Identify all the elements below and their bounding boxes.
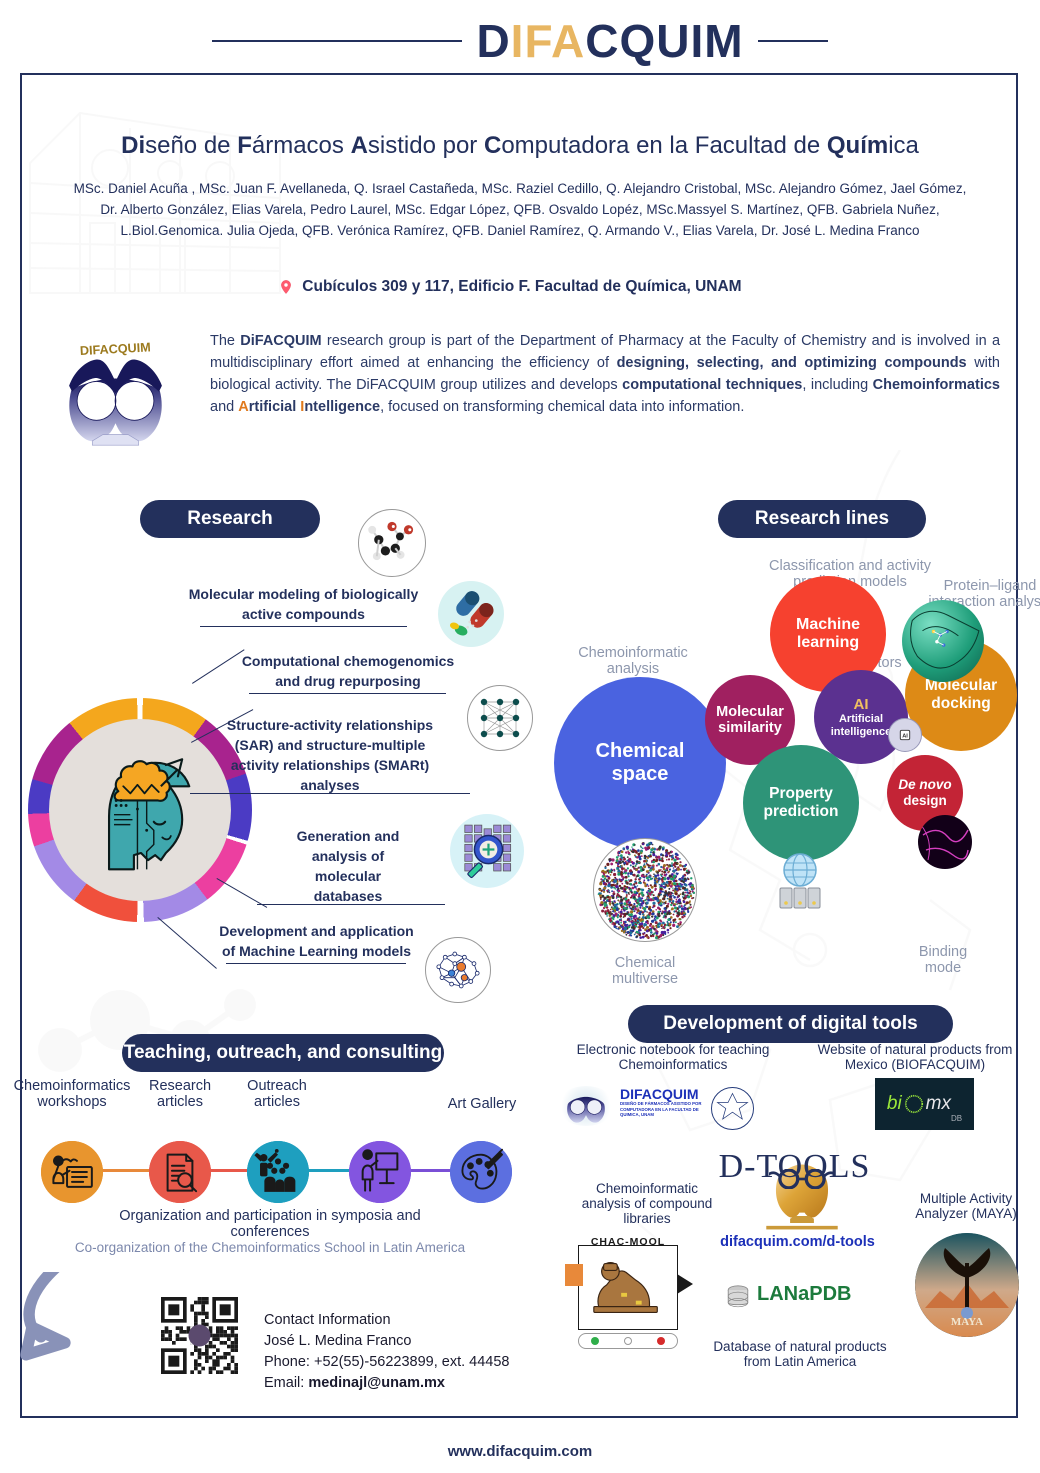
svg-text:DIFACQUIM: DIFACQUIM xyxy=(80,340,152,358)
svg-text:AI: AI xyxy=(902,733,908,739)
svg-text:MAYA: MAYA xyxy=(951,1316,983,1328)
